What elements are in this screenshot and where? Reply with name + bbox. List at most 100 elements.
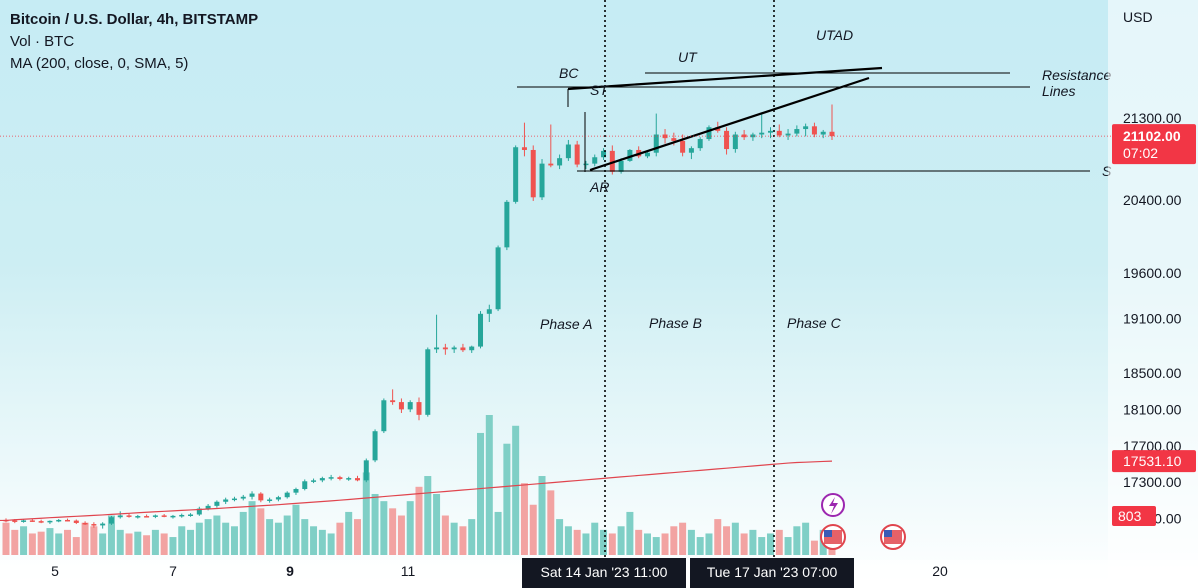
candle-body [144,516,150,518]
symbol-title[interactable]: Bitcoin / U.S. Dollar, 4h, BITSTAMP [10,11,259,28]
candle-body [565,144,571,159]
wedge-upper-line [567,66,883,91]
volume-value: 803 [1118,508,1142,524]
time-axis: 5 7 9 11 20 Sat 14 Jan '23 11:00 Tue 17 Jan '2… [0,558,1198,588]
volume-bar [415,486,423,555]
candle-body [65,519,71,522]
volume-bar [687,529,695,555]
time-tick-label: 5 [51,563,59,579]
candle-body [644,152,650,157]
price-tick-label: 21300.00 [1123,110,1182,126]
price-tick-label: 18500.00 [1123,365,1182,381]
annotation-bc: BC [559,65,579,81]
volume-bar [424,476,432,555]
candle-body [56,519,62,522]
volume-bar [652,537,660,555]
volume-bar [591,522,599,555]
candle-body [126,515,132,517]
candle-body [346,478,352,480]
price-tick-label: 17700.00 [1123,438,1182,454]
volume-bar [573,529,581,555]
ma-legend[interactable]: MA (200, close, 0, SMA, 5) [10,55,189,72]
volume-bar [608,533,616,555]
candle-body [583,163,589,166]
time-tick-label: 7 [169,563,177,579]
volume-bar [213,515,221,555]
annotation-ut: UT [678,49,698,65]
candle-body [161,515,167,517]
volume-bar [758,537,766,555]
wedge-lower-line [589,76,870,172]
candle-body [478,313,484,347]
volume-bar [775,529,783,555]
volume-legend[interactable]: Vol · BTC [10,33,75,50]
annotation-phase-a: Phase A [540,316,592,332]
volume-bar [46,528,54,555]
candle-body [223,499,229,502]
volume-bar [643,533,651,555]
candle-body [715,127,721,131]
candles [3,104,835,529]
last-price-badge [1112,124,1196,165]
volume-bar [503,443,511,555]
volume-bar [353,519,361,555]
volume-bar [459,526,467,555]
candle-body [513,147,519,202]
candle-body [618,160,624,172]
volume-bar [450,522,458,555]
candle-body [653,134,659,153]
volume-bar [125,533,133,555]
candle-body [240,496,246,499]
candle-body [504,201,510,248]
volume-bar [72,537,80,555]
volume-bar [37,531,45,555]
volume-bar [266,519,274,555]
candle-body [609,150,615,172]
candle-body [372,431,378,461]
volume-bar [327,533,335,555]
candle-body [319,478,325,481]
candle-body [557,158,563,166]
time-label-a: Sat 14 Jan '23 11:00 [541,564,668,580]
volume-bar [389,508,397,555]
volume-badge [1112,506,1156,526]
volume-bar [292,504,300,555]
candle-body [697,139,703,149]
volume-bar [670,526,678,555]
candle-body [73,520,79,523]
candle-body [451,347,457,350]
volume-bar [679,522,687,555]
ma-value: 17531.10 [1123,453,1182,469]
last-price-value: 21102.00 [1123,128,1181,144]
volume-bar [11,529,19,555]
volume-bar [406,501,414,555]
volume-bar [529,504,537,555]
time-label-bg-2 [690,558,854,588]
candle-body [12,520,18,522]
candle-body [258,493,264,501]
volume-bar [178,526,186,555]
candle-body [486,309,492,314]
time-tick-label: 9 [286,563,294,579]
candle-body [363,460,369,481]
volume-bar [468,519,476,555]
candle-body [135,516,141,518]
volume-bar [600,529,608,555]
price-tick-label: 19600.00 [1123,265,1182,281]
volume-bar [362,472,370,555]
candle-body [671,138,677,141]
volume-bar [2,522,10,555]
volume-bar [151,529,159,555]
drawings [517,0,1090,560]
volume-bar [494,511,502,555]
annotation-support: S [1102,163,1112,179]
moving-average [0,460,833,522]
candle-body [469,346,475,351]
candle-body [108,517,114,524]
candle-body [284,492,290,498]
candle-body [759,132,765,135]
volume-bar [222,522,230,555]
